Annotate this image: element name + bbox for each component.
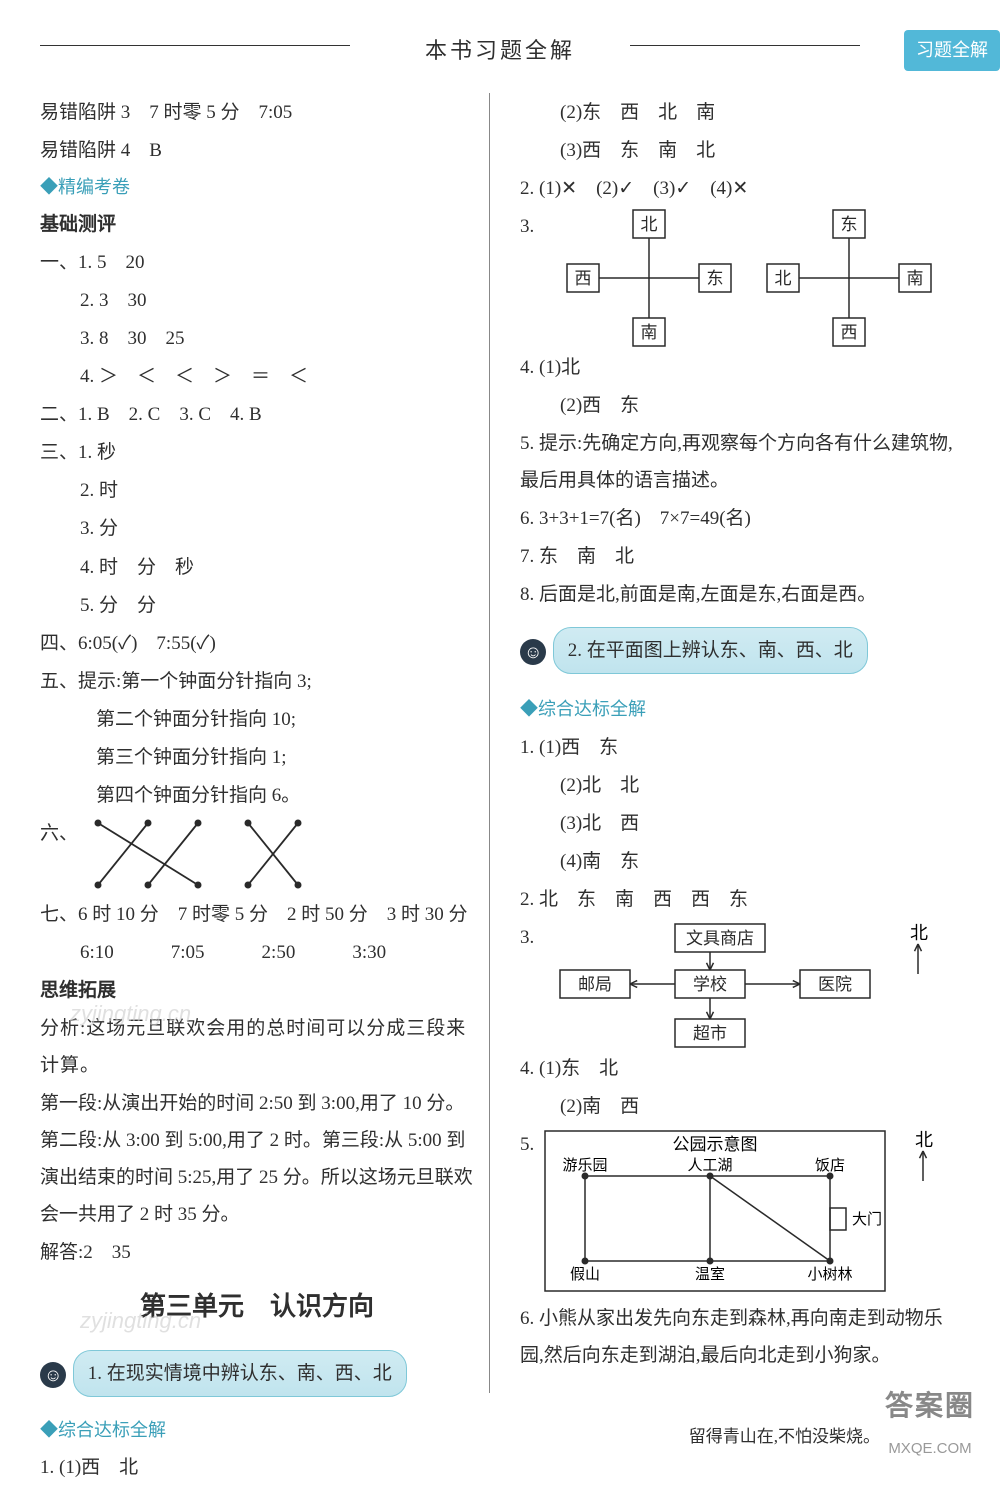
stamp-big: 答案圈: [885, 1379, 975, 1434]
s3-row: 3. 文具商店学校超市 邮局 医院 北: [520, 919, 960, 1049]
s3-label: 3.: [520, 919, 534, 956]
svg-text:超市: 超市: [693, 1024, 727, 1043]
svg-text:东: 东: [707, 269, 724, 288]
pill-1-text: 1. 在现实情境中辨认东、南、西、北: [73, 1350, 407, 1397]
svg-text:温室: 温室: [695, 1266, 725, 1283]
q1-1: 一、1. 5 20: [40, 244, 474, 281]
q3-1: 三、1. 秒: [40, 434, 474, 471]
trap-3: 易错陷阱 3 7 时零 5 分 7:05: [40, 94, 474, 131]
r3-label: 3.: [520, 208, 534, 245]
q3-3: 3. 分: [40, 510, 474, 547]
watermark-stamp: 答案圈 MXQE.COM: [885, 1379, 975, 1463]
section-pill-1: 1. 在现实情境中辨认东、南、西、北: [40, 1344, 474, 1403]
s5-row: 5. 公园示意图游乐园 人工湖 饭店假山 温室 小树林 大门 北: [520, 1126, 960, 1296]
q3-2: 2. 时: [40, 472, 474, 509]
watermark: zyjingting.cn: [80, 1300, 201, 1343]
q5-4: 第四个钟面分针指向 6。: [40, 777, 474, 814]
svg-text:北: 北: [641, 215, 658, 234]
left-1-1: 1. (1)西 北: [40, 1449, 474, 1486]
exam-label: ◆精编考卷: [40, 170, 474, 205]
pill-icon: [40, 1362, 66, 1388]
r3-row: 3. 北南西东 东西北南: [520, 208, 960, 348]
svg-text:南: 南: [641, 323, 658, 342]
r2: 2. (1)✕ (2)✓ (3)✓ (4)✕: [520, 170, 960, 207]
s2: 2. 北 东 南 西 西 东: [520, 881, 960, 918]
q1-2: 2. 3 30: [40, 282, 474, 319]
svg-text:北: 北: [910, 923, 928, 943]
q1-3: 3. 8 30 25: [40, 320, 474, 357]
s5-label: 5.: [520, 1126, 534, 1163]
r5: 5. 提示:先确定方向,再观察每个方向各有什么建筑物,最后用具体的语言描述。: [520, 425, 960, 499]
r8: 8. 后面是北,前面是南,左面是东,右面是西。: [520, 576, 960, 613]
q7-2: 6:10 7:05 2:50 3:30: [40, 934, 474, 971]
svg-text:东: 东: [841, 215, 858, 234]
think-2: 第一段:从演出开始的时间 2:50 到 3:00,用了 10 分。第二段:从 3…: [40, 1085, 474, 1233]
think-ans: 解答:2 35: [40, 1234, 474, 1271]
svg-text:南: 南: [907, 269, 924, 288]
pill-2-text: 2. 在平面图上辨认东、南、西、北: [553, 627, 868, 674]
svg-text:人工湖: 人工湖: [688, 1157, 733, 1174]
stamp-small: MXQE.COM: [885, 1434, 975, 1463]
q3-4: 4. 时 分 秒: [40, 549, 474, 586]
r4-2: (2)西 东: [520, 387, 960, 424]
r1-3: (3)西 东 南 北: [520, 132, 960, 169]
pill-icon: [520, 639, 546, 665]
divider: [630, 45, 860, 46]
section-pill-2: 2. 在平面图上辨认东、南、西、北: [520, 621, 960, 680]
q2: 二、1. B 2. C 3. C 4. B: [40, 396, 474, 433]
s4-2: (2)南 西: [520, 1088, 960, 1125]
q7-1: 七、6 时 10 分 7 时零 5 分 2 时 50 分 3 时 30 分: [40, 896, 474, 933]
s1-1: 1. (1)西 东: [520, 729, 960, 766]
q5-3: 第三个钟面分针指向 1;: [40, 739, 474, 776]
s1-4: (4)南 东: [520, 843, 960, 880]
zh-label-2: ◆综合达标全解: [520, 692, 960, 727]
r6: 6. 3+3+1=7(名) 7×7=49(名): [520, 500, 960, 537]
divider: [40, 45, 350, 46]
zh-label: ◆综合达标全解: [40, 1413, 474, 1448]
s1-3: (3)北 西: [520, 805, 960, 842]
q5-2: 第二个钟面分针指向 10;: [40, 701, 474, 738]
svg-text:公园示意图: 公园示意图: [673, 1135, 758, 1154]
q6-label: 六、: [40, 815, 78, 852]
q1-4: 4. ＞ ＜ ＜ ＞ ＝ ＜: [40, 358, 474, 395]
s1-2: (2)北 北: [520, 767, 960, 804]
svg-text:北: 北: [775, 269, 792, 288]
matching-diagram: [78, 815, 328, 895]
svg-text:邮局: 邮局: [578, 975, 612, 994]
footer-quote: 留得青山在,不怕没柴烧。: [689, 1420, 880, 1453]
watermark: zyjingting.cn: [70, 993, 191, 1036]
svg-text:学校: 学校: [693, 975, 727, 994]
trap-4: 易错陷阱 4 B: [40, 132, 474, 169]
page-header: 本书习题全解 习题全解: [40, 30, 960, 73]
q4: 四、6:05(✓) 7:55(✓): [40, 625, 474, 662]
r1-2: (2)东 西 北 南: [520, 94, 960, 131]
svg-text:小树林: 小树林: [808, 1266, 853, 1283]
svg-text:文具商店: 文具商店: [686, 929, 754, 948]
svg-text:大门: 大门: [852, 1211, 882, 1228]
svg-text:医院: 医院: [818, 975, 852, 994]
svg-text:西: 西: [841, 323, 858, 342]
school-map: 文具商店学校超市 邮局 医院 北: [540, 919, 940, 1049]
svg-text:西: 西: [575, 269, 592, 288]
content-columns: 易错陷阱 3 7 时零 5 分 7:05 易错陷阱 4 B ◆精编考卷 基础测评…: [40, 93, 960, 1393]
q3-5: 5. 分 分: [40, 587, 474, 624]
header-title: 本书习题全解: [425, 30, 575, 73]
compass-2: 东西 北 南: [764, 208, 934, 348]
r4-1: 4. (1)北: [520, 349, 960, 386]
svg-text:北: 北: [915, 1130, 933, 1150]
base-label: 基础测评: [40, 206, 474, 243]
s6: 6. 小熊从家出发先向东走到森林,再向南走到动物乐园,然后向东走到湖泊,最后向北…: [520, 1300, 960, 1374]
svg-text:游乐园: 游乐园: [563, 1157, 608, 1174]
compass-1: 北南 西 东: [564, 208, 734, 348]
r7: 7. 东 南 北: [520, 538, 960, 575]
right-column: (2)东 西 北 南 (3)西 东 南 北 2. (1)✕ (2)✓ (3)✓ …: [510, 93, 960, 1393]
svg-text:假山: 假山: [570, 1266, 600, 1283]
header-badge: 习题全解: [904, 30, 1000, 71]
q5-1: 五、提示:第一个钟面分针指向 3;: [40, 663, 474, 700]
svg-text:饭店: 饭店: [815, 1157, 845, 1174]
s4-1: 4. (1)东 北: [520, 1050, 960, 1087]
park-map: 公园示意图游乐园 人工湖 饭店假山 温室 小树林 大门 北: [540, 1126, 940, 1296]
q6: 六、: [40, 815, 474, 895]
left-column: 易错陷阱 3 7 时零 5 分 7:05 易错陷阱 4 B ◆精编考卷 基础测评…: [40, 93, 490, 1393]
